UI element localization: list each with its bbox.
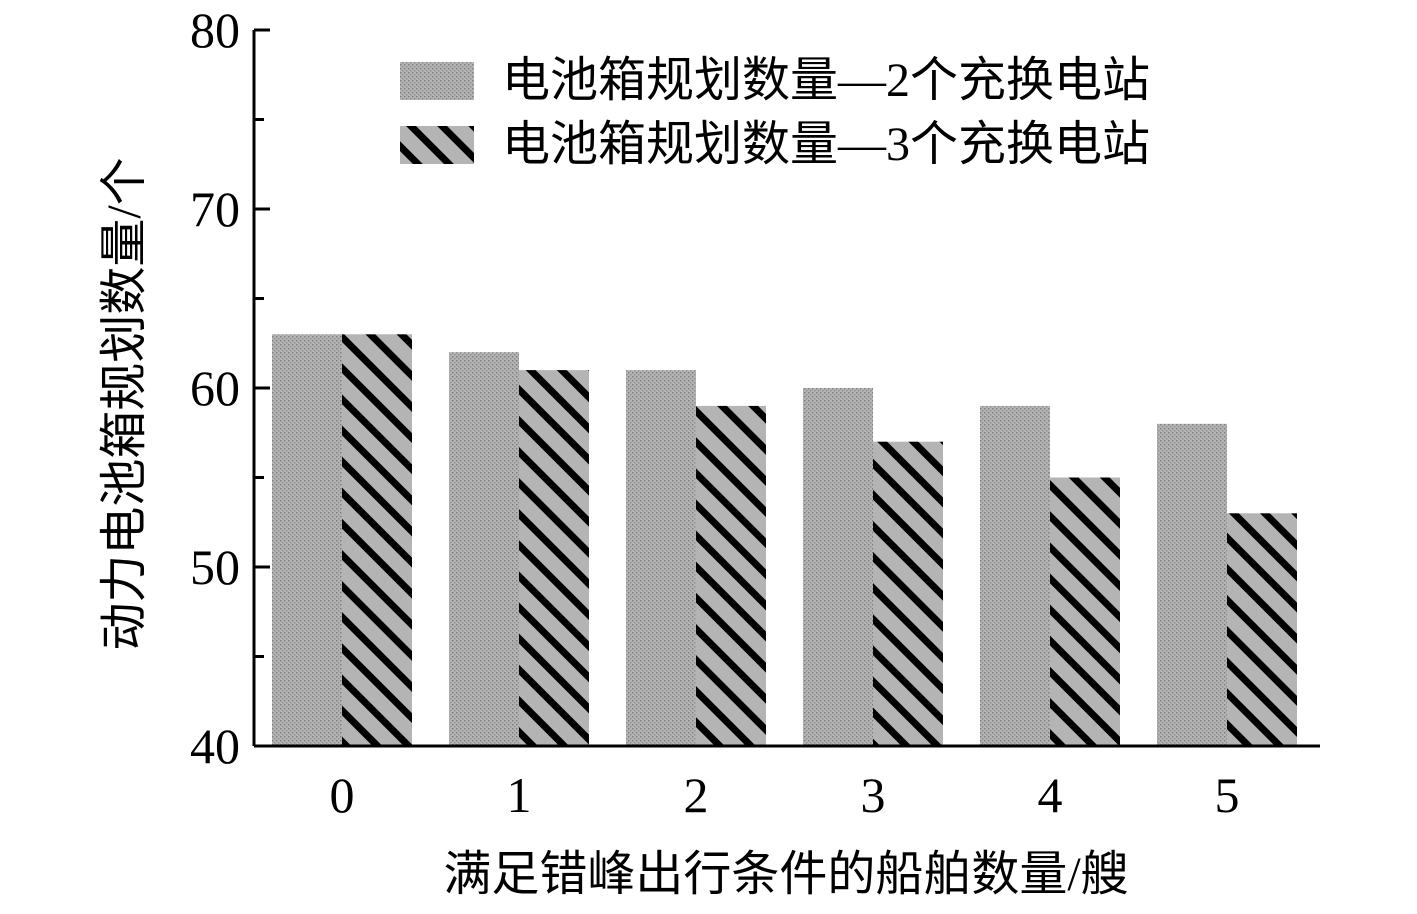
bar-series1-3 <box>803 388 873 746</box>
legend-label-1: 电池箱规划数量—2个充换电站 <box>502 54 1150 107</box>
bars-group <box>272 334 1297 746</box>
y-tick-label: 70 <box>190 181 240 237</box>
bar-series1-0 <box>272 334 342 746</box>
bar-series2-0 <box>342 334 412 746</box>
y-axis-title: 动力电池箱规划数量/个 <box>98 157 151 650</box>
x-tick-label: 5 <box>1215 767 1240 823</box>
bar-series2-3 <box>873 441 943 746</box>
x-tick-label: 1 <box>507 767 532 823</box>
x-tick-label: 2 <box>684 767 709 823</box>
y-tick-label: 80 <box>190 2 240 58</box>
bar-series1-4 <box>980 405 1050 746</box>
bar-series1-1 <box>449 352 519 746</box>
legend-swatch-1 <box>400 62 474 100</box>
y-tick-label: 60 <box>190 360 240 416</box>
y-tick-label: 40 <box>190 718 240 774</box>
x-tick-label: 4 <box>1038 767 1063 823</box>
bar-series1-5 <box>1157 423 1227 746</box>
legend-swatch-2 <box>400 126 474 164</box>
bar-series1-2 <box>626 370 696 746</box>
bar-series2-4 <box>1050 477 1120 746</box>
y-tick-label: 50 <box>190 539 240 595</box>
bar-series2-2 <box>696 405 766 746</box>
legend-label-2: 电池箱规划数量—3个充换电站 <box>502 118 1150 171</box>
x-tick-label: 0 <box>330 767 355 823</box>
x-tick-label: 3 <box>861 767 886 823</box>
x-axis-title: 满足错峰出行条件的船舶数量/艘 <box>443 848 1128 901</box>
bar-series2-1 <box>519 370 589 746</box>
bar-series2-5 <box>1227 513 1297 746</box>
axes-group: 40 50 60 70 80 0 1 2 3 4 5 <box>190 2 1320 823</box>
